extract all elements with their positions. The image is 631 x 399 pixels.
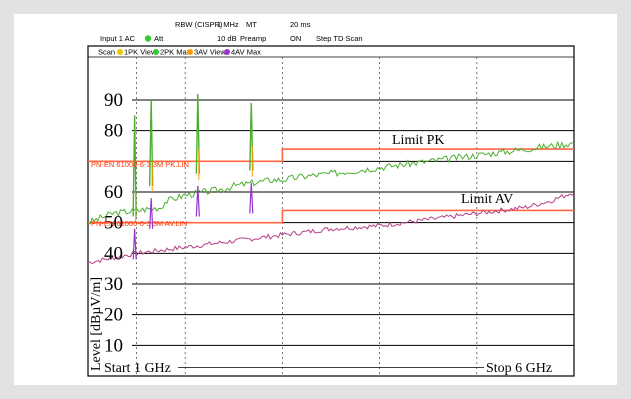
preamp-label: Preamp	[240, 34, 266, 43]
traces	[87, 93, 575, 265]
scan-label: Scan	[98, 48, 115, 57]
limit-lines	[88, 148, 574, 224]
y-tick-60: 60	[104, 182, 123, 203]
trace-4av-max-line	[87, 193, 575, 265]
x-start-label: Start 1 GHz	[104, 361, 171, 376]
y-tick-80: 80	[104, 121, 123, 142]
y-tick-20: 20	[104, 305, 123, 326]
trace-2pk-label: 2PK Max	[160, 48, 191, 57]
rbw-value: 1 MHz	[217, 20, 239, 29]
pk-peak-2	[148, 99, 154, 186]
rbw-label: RBW (CISPR)	[175, 20, 223, 29]
av-peak-3	[195, 185, 200, 217]
pk-peak-1	[132, 115, 137, 217]
pk-peak-3	[195, 93, 201, 174]
input-label: Input 1 AC	[100, 34, 136, 43]
av-limit-line-name: PN-EN 61000-6-3 3M AV.LIN	[91, 219, 187, 228]
y-tick-90: 90	[104, 90, 123, 111]
av-peak-2	[149, 198, 154, 229]
pk-limit-line-name: PN-EN 61000-6-3 3M PK.LIN	[91, 160, 189, 169]
mode-value: MT	[246, 20, 257, 29]
preamp-value: ON	[290, 34, 301, 43]
att-label: Att	[154, 34, 164, 43]
spectrum-chart: RBW (CISPR) 1 MHz MT 20 ms Input 1 AC At…	[87, 20, 575, 377]
limit-av-label: Limit AV	[461, 192, 513, 207]
limit-pk-label: Limit PK	[392, 133, 445, 148]
input-indicator-icon	[144, 35, 152, 42]
time-value: 20 ms	[290, 20, 311, 29]
x-stop-label: Stop 6 GHz	[486, 361, 552, 376]
trace-2pk-max-line	[88, 140, 575, 225]
spectrum-panel: RBW (CISPR) 1 MHz MT 20 ms Input 1 AC At…	[14, 14, 617, 385]
y-tick-10: 10	[104, 335, 123, 356]
trace-1pk-icon	[117, 49, 123, 55]
trace-2pk-icon	[153, 49, 159, 55]
grid	[132, 57, 574, 376]
limit-pk-line	[88, 148, 574, 163]
trace-1pk-label: 1PK View	[124, 48, 157, 57]
limit-av-line	[88, 209, 574, 224]
trace-4av-label: 4AV Max	[231, 48, 261, 57]
trace-3av-icon	[187, 49, 193, 55]
step-value: Step TD Scan	[316, 34, 363, 43]
av-peak-4	[249, 182, 254, 214]
y-tick-40: 40	[104, 243, 123, 264]
att-value: 10 dB	[217, 34, 237, 43]
trace-3av-label: 3AV View	[194, 48, 226, 57]
trace-4av-icon	[224, 49, 230, 55]
y-axis-label: Level [dBµV/m]	[89, 277, 104, 371]
y-tick-50: 50	[104, 213, 123, 234]
y-tick-30: 30	[104, 274, 123, 295]
y-tick-labels: 10 20 30 40 50 60 80 90	[104, 90, 123, 356]
av-peak-1	[132, 228, 137, 260]
